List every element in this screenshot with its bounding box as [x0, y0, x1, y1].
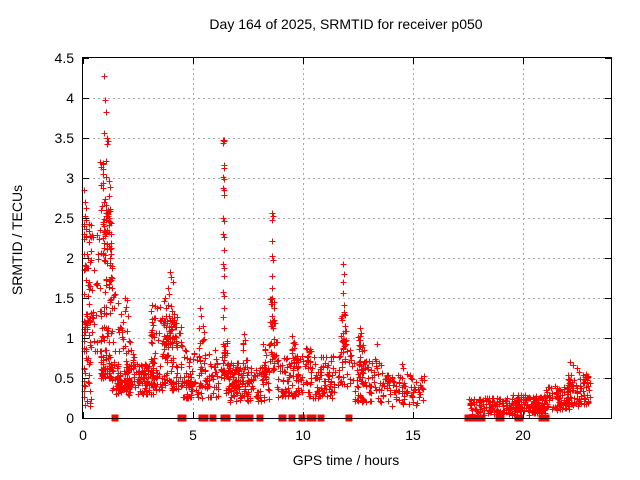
- svg-text:15: 15: [405, 427, 421, 443]
- svg-text:4.5: 4.5: [55, 50, 75, 66]
- svg-text:10: 10: [295, 427, 311, 443]
- svg-text:0: 0: [79, 427, 87, 443]
- svg-text:0: 0: [66, 410, 74, 426]
- x-axis-label: GPS time / hours: [293, 452, 400, 468]
- y-axis-label: SRMTID / TECUs: [9, 185, 25, 295]
- svg-text:2: 2: [66, 250, 74, 266]
- svg-text:4: 4: [66, 90, 74, 106]
- grid-lines: [83, 58, 611, 418]
- svg-text:3.5: 3.5: [55, 130, 75, 146]
- svg-text:5: 5: [189, 427, 197, 443]
- tick-labels: 0 0.5 1 1.5 2 2.5 3 3.5 4 4.5 0 5 10 15 20: [55, 50, 531, 443]
- svg-text:2.5: 2.5: [55, 210, 75, 226]
- svg-text:1.5: 1.5: [55, 290, 75, 306]
- plot-frame: [82, 57, 612, 419]
- svg-text:3: 3: [66, 170, 74, 186]
- svg-text:0.5: 0.5: [55, 370, 75, 386]
- svg-text:1: 1: [66, 330, 74, 346]
- svg-text:20: 20: [515, 427, 531, 443]
- scatter-points: [81, 73, 594, 422]
- chart-title: Day 164 of 2025, SRMTID for receiver p05…: [209, 16, 482, 32]
